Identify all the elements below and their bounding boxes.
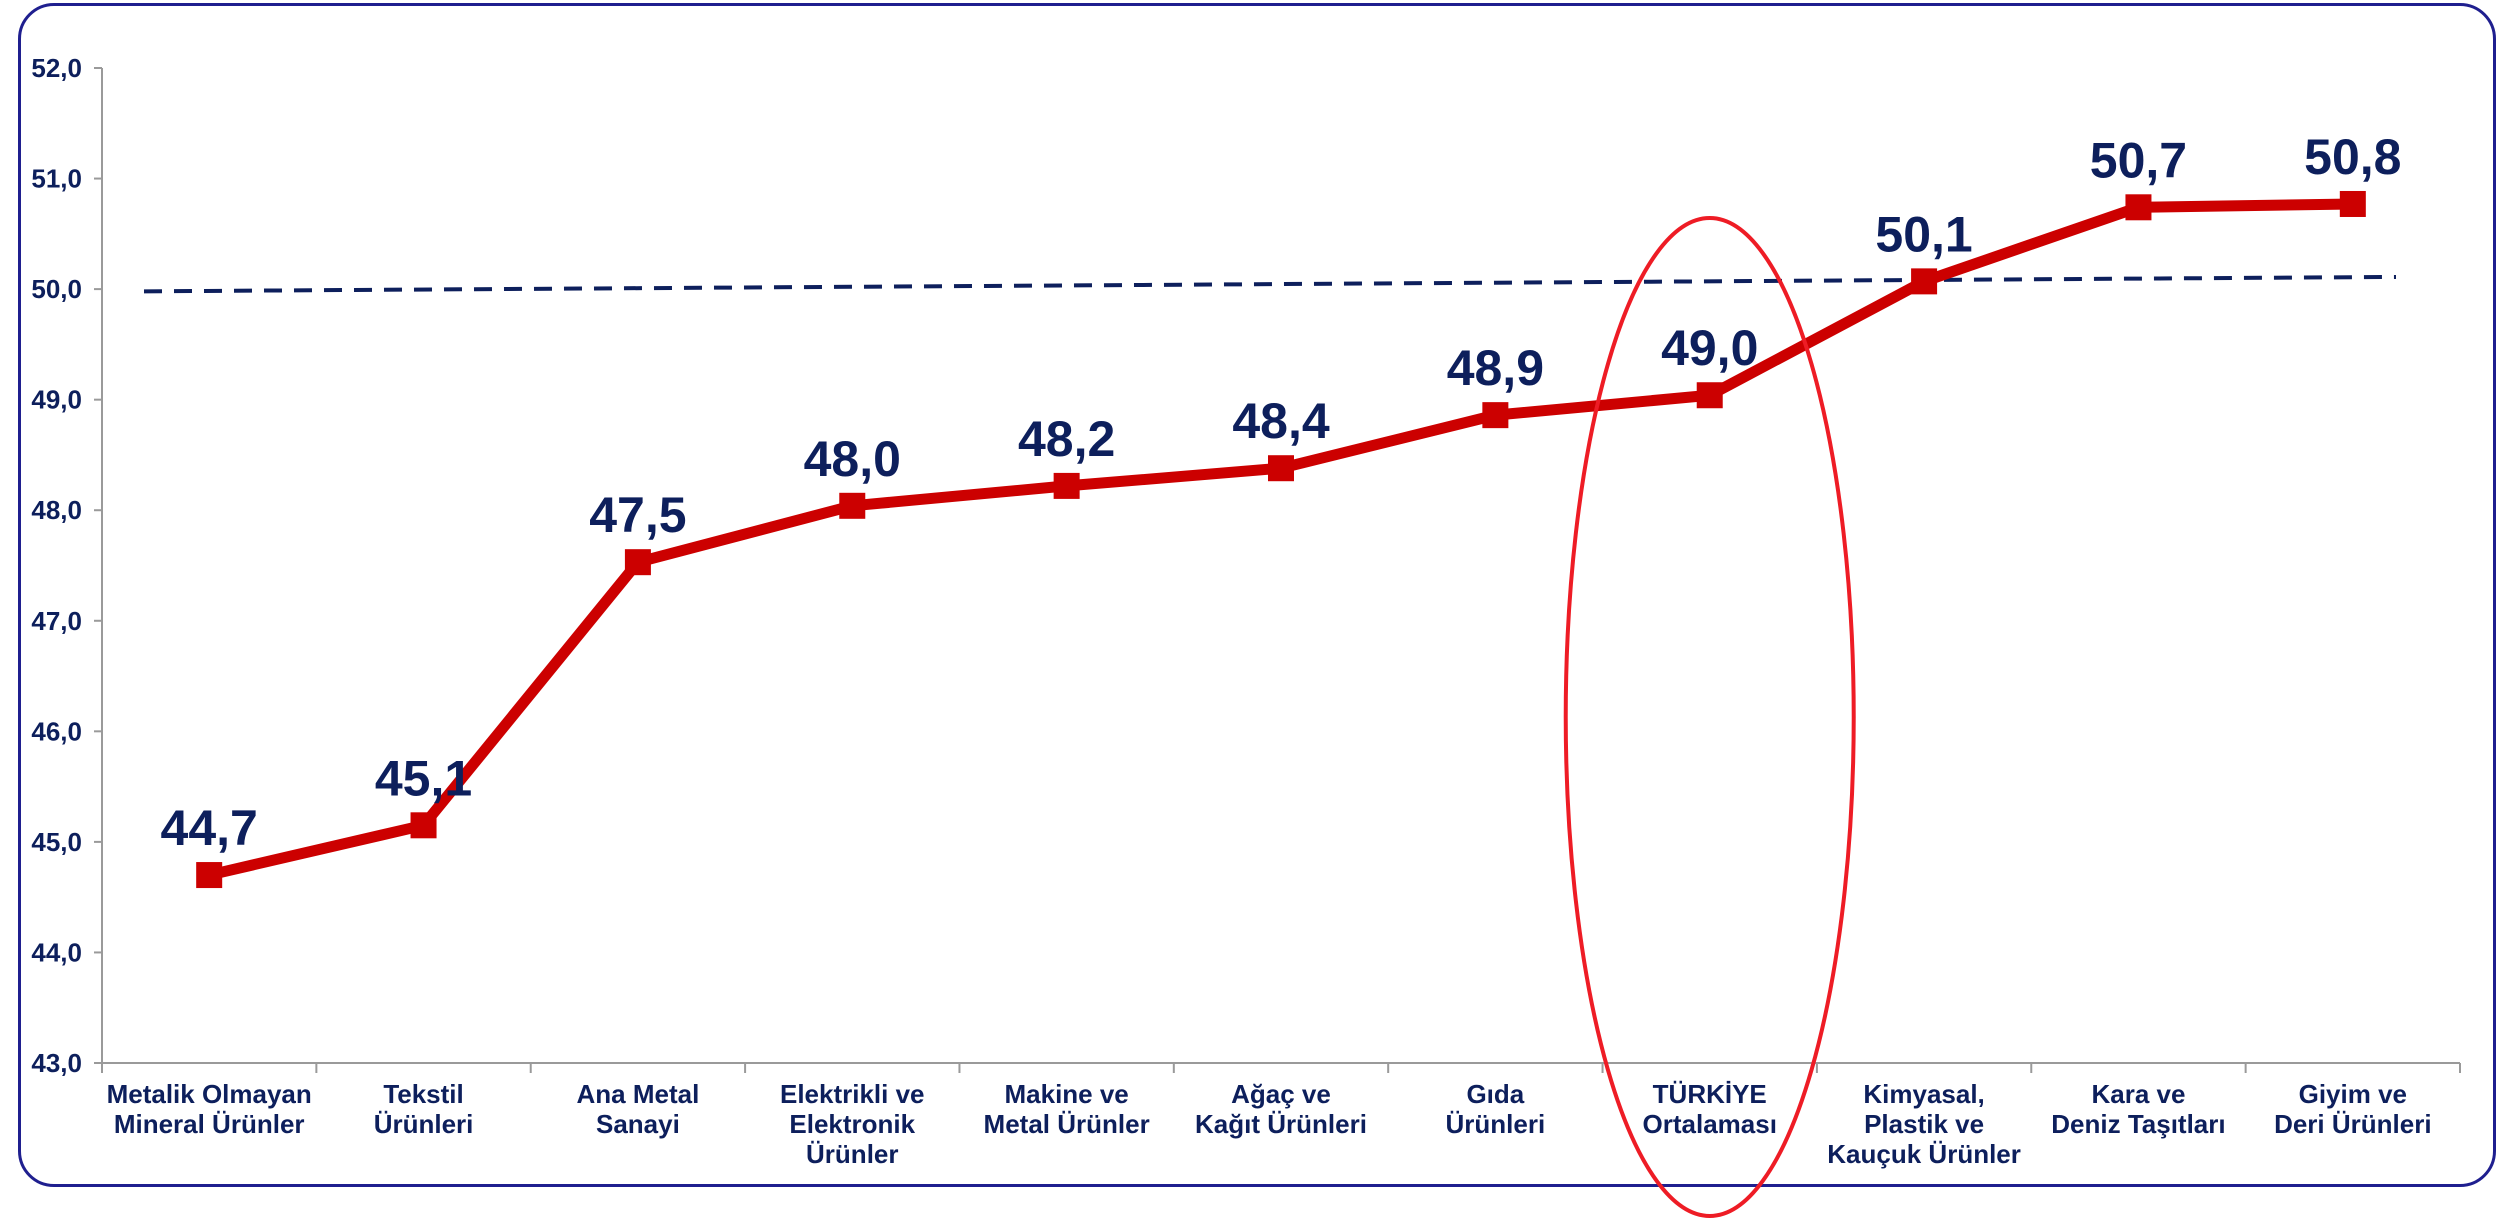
category-label-line: Metalik Olmayan: [107, 1079, 312, 1109]
chart-frame: [18, 3, 2496, 1187]
axes: 43,0 44,0 45,0 46,0 47,0 48,0 49,0 50,0 51,0 52,0: [31, 53, 2461, 1078]
data-point: [1053, 472, 1080, 499]
category-label-line: Elektronik: [789, 1109, 915, 1139]
highlight-ellipse: [1563, 216, 1856, 1218]
category-label: Makine ve Metal Ürünler: [984, 1079, 1150, 1139]
y-tick-label: 46,0: [31, 716, 82, 746]
category-label: Kimyasal, Plastik ve Kauçuk Ürünler: [1827, 1079, 2021, 1169]
category-label: Giyim ve Deri Ürünleri: [2274, 1079, 2432, 1139]
category-label-line: Tekstil: [383, 1079, 463, 1109]
y-tick-label: 45,0: [31, 827, 82, 857]
data-label: 50,8: [2304, 129, 2401, 185]
data-label: 48,2: [1018, 411, 1115, 467]
category-label-line: Ürünler: [806, 1139, 898, 1169]
category-label-line: Ortalaması: [1643, 1109, 1777, 1139]
data-point: [410, 812, 437, 839]
data-label: 44,7: [161, 800, 258, 856]
category-label: Gıda Ürünleri: [1446, 1079, 1546, 1139]
category-label-line: Gıda: [1466, 1079, 1524, 1109]
y-tick-label: 44,0: [31, 937, 82, 967]
y-tick-label: 52,0: [31, 53, 82, 83]
data-point: [1268, 455, 1294, 482]
reference-line-group: [143, 274, 2397, 294]
data-label: 45,1: [375, 750, 472, 806]
data-label: 48,4: [1232, 393, 1330, 449]
category-label-line: Kimyasal,: [1863, 1079, 1984, 1109]
category-label-line: Ağaç ve: [1231, 1079, 1331, 1109]
category-label-line: Ürünleri: [1446, 1109, 1546, 1139]
y-tick-label: 47,0: [31, 606, 82, 636]
data-label: 48,9: [1447, 340, 1544, 396]
category-label-line: Metal Ürünler: [984, 1109, 1150, 1139]
category-label: Kara ve Deniz Taşıtları: [2051, 1079, 2225, 1139]
series-group: [196, 190, 2366, 889]
data-point: [2125, 194, 2152, 221]
data-label: 50,1: [1875, 206, 1972, 262]
category-label: Ana Metal Sanayi: [577, 1079, 700, 1139]
category-label-line: Giyim ve: [2299, 1079, 2407, 1109]
data-point: [839, 492, 866, 519]
data-label: 48,0: [804, 431, 901, 487]
category-label: TÜRKİYE Ortalaması: [1643, 1079, 1777, 1139]
highlight-group: [1563, 216, 1856, 1218]
data-point: [1696, 382, 1723, 409]
data-point: [1911, 268, 1938, 295]
category-label-line: Makine ve: [1004, 1079, 1128, 1109]
y-tick-label: 48,0: [31, 495, 82, 525]
reference-line: [143, 274, 2397, 294]
category-label-line: Kauçuk Ürünler: [1827, 1139, 2021, 1169]
y-tick-label: 43,0: [31, 1048, 82, 1078]
category-label-line: Kara ve: [2091, 1079, 2185, 1109]
category-label-line: TÜRKİYE: [1653, 1079, 1767, 1109]
series-line: [203, 198, 2359, 881]
category-label-line: Ana Metal: [577, 1079, 700, 1109]
category-label: Tekstil Ürünleri: [374, 1079, 474, 1139]
y-tick-label: 49,0: [31, 385, 82, 415]
data-label: 47,5: [589, 487, 686, 543]
category-label-line: Mineral Ürünler: [114, 1109, 305, 1139]
category-label-line: Deniz Taşıtları: [2051, 1109, 2225, 1139]
data-point: [624, 549, 651, 576]
category-label-line: Plastik ve: [1864, 1109, 1984, 1139]
y-tick-label: 50,0: [31, 274, 82, 304]
data-point: [2339, 190, 2366, 217]
data-point: [196, 862, 223, 889]
category-label-line: Elektrikli ve: [780, 1079, 925, 1109]
data-labels-group: 44,7 45,1 47,5 48,0 48,2 48,4 48,9 49,0 50,1 50,7…: [161, 129, 2402, 856]
data-label: 50,7: [2090, 132, 2187, 188]
data-point: [1482, 402, 1509, 429]
category-label: Elektrikli ve Elektronik Ürünler: [780, 1079, 925, 1169]
category-label: Ağaç ve Kağıt Ürünleri: [1195, 1079, 1367, 1139]
category-label-line: Sanayi: [596, 1109, 680, 1139]
category-label-line: Kağıt Ürünleri: [1195, 1109, 1367, 1139]
category-label-line: Deri Ürünleri: [2274, 1109, 2432, 1139]
y-tick-label: 51,0: [31, 164, 82, 194]
category-label-line: Ürünleri: [374, 1109, 474, 1139]
data-label: 49,0: [1661, 320, 1758, 376]
category-label: Metalik Olmayan Mineral Ürünler: [107, 1079, 312, 1139]
